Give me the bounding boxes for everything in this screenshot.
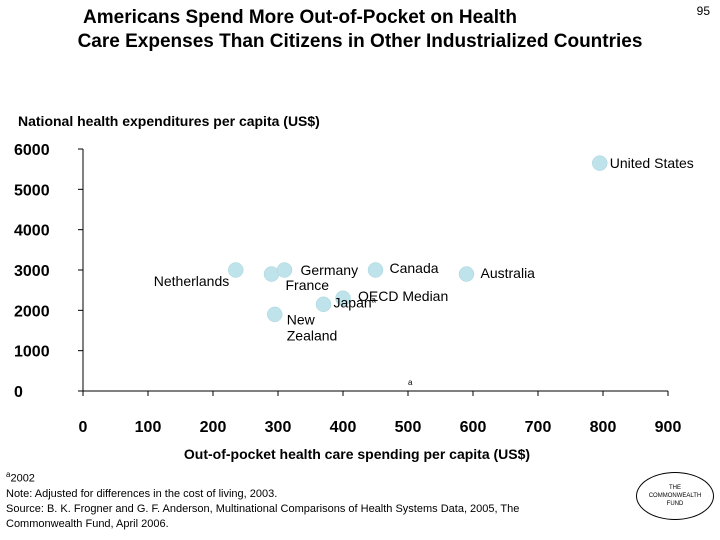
japan-superscript: a bbox=[372, 295, 377, 304]
point-label-japan: Japan bbox=[334, 294, 372, 310]
footnote-a-text: 2002 bbox=[10, 472, 35, 485]
point-label-france: France bbox=[286, 277, 330, 293]
footnote-a-marker: a bbox=[6, 470, 11, 479]
y-tick-label: 5000 bbox=[14, 182, 50, 199]
point-label-canada: Canada bbox=[390, 260, 439, 276]
point-label-germany: Germany bbox=[301, 262, 359, 278]
point-australia bbox=[458, 266, 475, 282]
title-line-1: Americans Spend More Out-of-Pocket on He… bbox=[83, 7, 517, 28]
footnote-source-2: Commonwealth Fund, April 2006. bbox=[6, 517, 169, 530]
point-japan bbox=[315, 296, 332, 313]
y-tick-label: 6000 bbox=[14, 142, 50, 159]
y-tick-label: 3000 bbox=[14, 263, 50, 280]
y-axis-title: National health expenditures per capita … bbox=[18, 113, 320, 129]
x-tick-label: 400 bbox=[330, 419, 357, 436]
logo-line-3: FUND bbox=[666, 501, 684, 507]
point-label-new-zealand: New Zealand bbox=[287, 311, 338, 343]
point-new-zealand bbox=[267, 306, 283, 323]
point-label-australia: Australia bbox=[481, 265, 536, 281]
title-line-2: Care Expenses Than Citizens in Other Ind… bbox=[77, 31, 643, 52]
page-number: 95 bbox=[696, 4, 710, 18]
footnote-note: Note: Adjusted for differences in the co… bbox=[6, 487, 278, 500]
footnote-source: Source: B. K. Frogner and G. F. Anderson… bbox=[6, 502, 520, 515]
x-tick-label: 200 bbox=[200, 419, 227, 436]
chart-title: Americans Spend More Out-of-Pocket on He… bbox=[0, 6, 720, 54]
point-label-netherlands: Netherlands bbox=[154, 273, 230, 289]
point-germany bbox=[276, 262, 293, 278]
point-oecd-median bbox=[335, 290, 351, 306]
x-tick-label: 900 bbox=[655, 419, 682, 436]
x-tick-label: 600 bbox=[460, 419, 487, 436]
x-tick-label: 700 bbox=[525, 419, 552, 436]
x-tick-label: 800 bbox=[590, 419, 617, 436]
y-tick-label: 1000 bbox=[14, 344, 50, 361]
point-netherlands bbox=[228, 262, 244, 278]
point-label-united-states: United States bbox=[610, 155, 694, 171]
point-united-states bbox=[592, 155, 608, 171]
x-tick-label: 500 bbox=[395, 419, 422, 436]
x-tick-label: 100 bbox=[135, 419, 162, 436]
logo-line-2: COMMONWEALTH bbox=[648, 493, 702, 499]
x-axis-title: Out-of-pocket health care spending per c… bbox=[184, 446, 530, 462]
point-label-line: Zealand bbox=[287, 327, 338, 343]
commonwealth-fund-logo: THE COMMONWEALTH FUND bbox=[636, 472, 714, 520]
footnotes: a2002 Note: Adjusted for differences in … bbox=[6, 467, 606, 532]
x-tick-label: 300 bbox=[265, 419, 292, 436]
point-canada bbox=[367, 262, 384, 278]
y-tick-label: 0 bbox=[14, 384, 23, 401]
logo-line-1: THE bbox=[669, 485, 681, 491]
axis-annotation-a: a bbox=[408, 378, 413, 387]
x-tick-label: 0 bbox=[79, 419, 88, 436]
y-tick-label: 4000 bbox=[14, 223, 50, 240]
point-france bbox=[263, 266, 280, 282]
y-tick-label: 2000 bbox=[14, 303, 50, 320]
footnote-a: a2002 bbox=[6, 467, 606, 487]
point-label-line: New bbox=[287, 311, 316, 327]
point-label-oecd-median: OECD Median bbox=[358, 288, 448, 304]
